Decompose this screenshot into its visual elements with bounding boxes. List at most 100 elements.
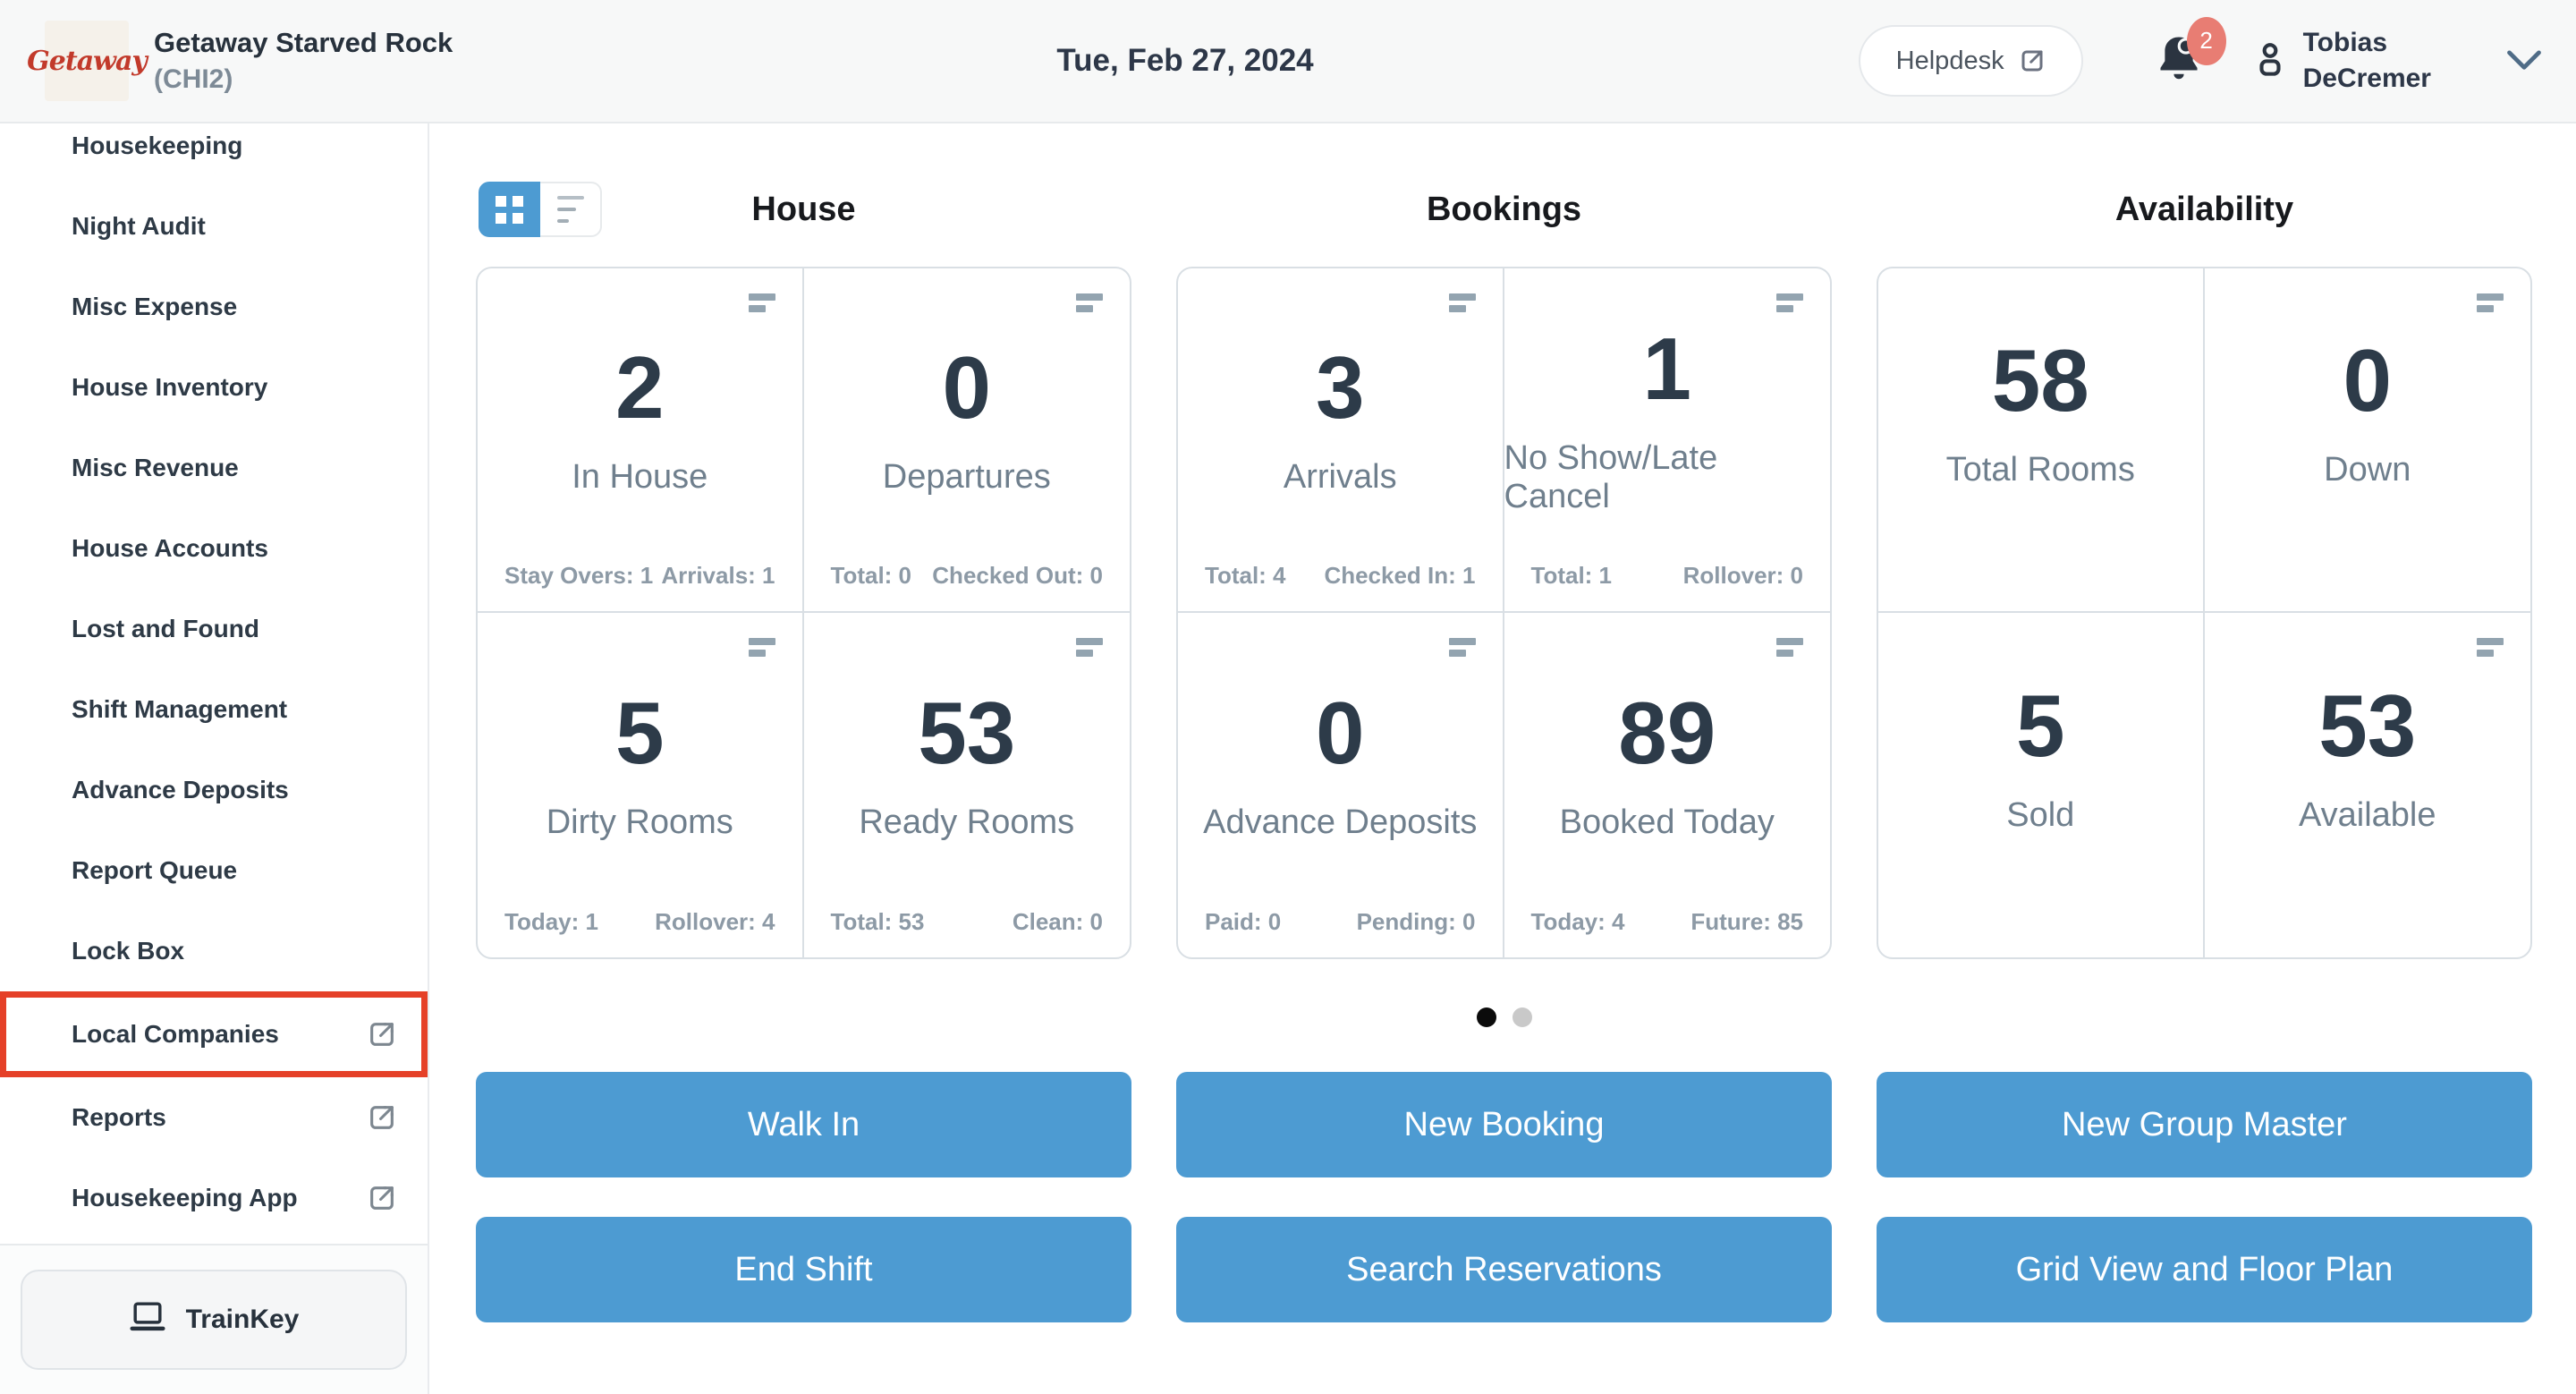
notification-count: 2	[2199, 27, 2213, 54]
card-menu-icon[interactable]	[748, 638, 775, 657]
chevron-down-icon[interactable]	[2504, 48, 2544, 73]
stat-footnote-right: Checked Out: 0	[932, 562, 1103, 589]
stat-value: 5	[614, 684, 665, 782]
stat-label: Available	[2298, 796, 2436, 834]
stat-label: Down	[2324, 451, 2411, 489]
card-menu-icon[interactable]	[1448, 293, 1476, 312]
stat-card-available: 53 Available	[2205, 613, 2531, 957]
carousel-pagination	[476, 1007, 2532, 1027]
card-menu-icon[interactable]	[748, 293, 775, 312]
trainkey-label: TrainKey	[185, 1305, 300, 1334]
property-title: Getaway Starved Rock (CHI2)	[154, 28, 453, 94]
grid-view-floor-plan-button[interactable]: Grid View and Floor Plan	[1877, 1217, 2532, 1322]
walk-in-button[interactable]: Walk In	[476, 1072, 1131, 1177]
external-link-icon	[367, 1019, 397, 1050]
end-shift-button[interactable]: End Shift	[476, 1217, 1131, 1322]
card-menu-icon[interactable]	[2477, 638, 2504, 657]
stat-footnote-right: Pending: 0	[1356, 908, 1476, 935]
stat-label: Ready Rooms	[859, 803, 1075, 841]
stat-value: 3	[1315, 338, 1365, 437]
stat-card-down: 0 Down	[2204, 268, 2530, 613]
column-title-house: House	[751, 190, 856, 228]
stat-value: 0	[1315, 684, 1365, 782]
stat-footnote-left: Stay Overs: 1	[504, 562, 654, 589]
stat-card-arrivals: 3 Arrivals Total: 4 Checked In: 1	[1178, 268, 1504, 613]
stat-footnote-left: Paid: 0	[1205, 908, 1282, 935]
view-toggle	[479, 182, 602, 237]
sidebar-item-local-companies[interactable]: Local Companies	[0, 991, 428, 1077]
sidebar-item-housekeeping[interactable]: Housekeeping	[0, 106, 428, 186]
sidebar-item-lost-and-found[interactable]: Lost and Found	[0, 589, 428, 669]
user-menu[interactable]: Tobias DeCremer	[2253, 25, 2431, 97]
stat-card-departures: 0 Departures Total: 0 Checked Out: 0	[803, 268, 1130, 613]
card-menu-icon[interactable]	[1076, 638, 1103, 657]
sidebar-item-label: Misc Revenue	[72, 454, 239, 481]
sidebar-item-house-inventory[interactable]: House Inventory	[0, 347, 428, 428]
sidebar-item-lock-box[interactable]: Lock Box	[0, 911, 428, 991]
stat-footnote-left: Today: 1	[504, 908, 598, 935]
property-code: (CHI2)	[154, 64, 233, 94]
stat-value: 0	[942, 338, 991, 437]
stat-footnote-right: Future: 85	[1690, 908, 1803, 935]
stat-value: 89	[1618, 684, 1716, 782]
pagination-dot[interactable]	[1512, 1007, 1532, 1027]
sidebar-item-advance-deposits[interactable]: Advance Deposits	[0, 750, 428, 830]
helpdesk-button[interactable]: Helpdesk	[1858, 25, 2083, 97]
list-view-button[interactable]	[540, 182, 602, 237]
stat-label: Advance Deposits	[1203, 803, 1478, 841]
stat-card-advance-deposits: 0 Advance Deposits Paid: 0 Pending: 0	[1178, 613, 1504, 957]
stat-footnote-right: Rollover: 0	[1682, 562, 1803, 589]
search-reservations-button[interactable]: Search Reservations	[1176, 1217, 1832, 1322]
stat-value: 58	[1991, 331, 2089, 429]
stat-value: 2	[614, 338, 665, 437]
sidebar-item-label: House Inventory	[72, 373, 268, 401]
laptop-icon	[129, 1299, 166, 1340]
sidebar-item-housekeeping-app[interactable]: Housekeeping App	[0, 1158, 428, 1238]
availability-card-group: 58 Total Rooms 0 Down 5 Sold 53 Availabl…	[1877, 267, 2532, 959]
stat-label: Sold	[2006, 796, 2075, 834]
getaway-logo: Getaway	[27, 21, 148, 101]
sidebar-item-house-accounts[interactable]: House Accounts	[0, 508, 428, 589]
card-menu-icon[interactable]	[1776, 638, 1803, 657]
sidebar-item-label: Misc Expense	[72, 293, 238, 320]
list-icon	[556, 196, 584, 223]
sidebar-item-shift-management[interactable]: Shift Management	[0, 669, 428, 750]
stat-footnote-left: Today: 4	[1530, 908, 1625, 935]
card-menu-icon[interactable]	[2477, 293, 2504, 312]
stat-card-dirty-rooms: 5 Dirty Rooms Today: 1 Rollover: 4	[478, 613, 804, 957]
card-menu-icon[interactable]	[1076, 293, 1103, 312]
stat-footnotes: Stay Overs: 1 Arrivals: 1	[504, 562, 775, 590]
user-last-name: DeCremer	[2302, 64, 2431, 93]
helpdesk-label: Helpdesk	[1895, 46, 2004, 75]
sidebar-item-misc-revenue[interactable]: Misc Revenue	[0, 428, 428, 508]
sidebar-item-label: Advance Deposits	[72, 776, 289, 803]
new-booking-button[interactable]: New Booking	[1176, 1072, 1832, 1177]
sidebar-item-misc-expense[interactable]: Misc Expense	[0, 267, 428, 347]
brand: Getaway Getaway Starved Rock (CHI2)	[27, 21, 453, 101]
stat-label: No Show/Late Cancel	[1504, 438, 1718, 515]
stat-footnotes: Today: 4 Future: 85	[1531, 908, 1804, 936]
user-first-name: Tobias	[2302, 28, 2388, 57]
notifications-button[interactable]: 2	[2155, 16, 2226, 89]
stat-footnotes: Paid: 0 Pending: 0	[1205, 908, 1476, 936]
header-actions: Helpdesk 2	[1858, 16, 2544, 97]
trainkey-button[interactable]: TrainKey	[21, 1270, 407, 1370]
card-menu-icon[interactable]	[1448, 638, 1476, 657]
card-menu-icon[interactable]	[1776, 293, 1803, 312]
grid-view-button[interactable]	[479, 182, 540, 237]
stat-label: Dirty Rooms	[546, 803, 733, 841]
new-group-master-button[interactable]: New Group Master	[1877, 1072, 2532, 1177]
external-link-icon	[367, 1102, 397, 1133]
quick-actions: Walk In New Booking New Group Master End…	[476, 1072, 2532, 1322]
grid-icon	[496, 195, 523, 224]
user-name: Tobias DeCremer	[2303, 25, 2431, 97]
sidebar-item-label: Lock Box	[72, 937, 185, 965]
pagination-dot-active[interactable]	[1476, 1007, 1496, 1027]
stat-label: Total Rooms	[1945, 451, 2135, 489]
sidebar-item-reports[interactable]: Reports	[0, 1077, 428, 1158]
app-header: Getaway Getaway Starved Rock (CHI2) Tue,…	[0, 0, 2576, 123]
sidebar-item-report-queue[interactable]: Report Queue	[0, 830, 428, 911]
sidebar-item-night-audit[interactable]: Night Audit	[0, 186, 428, 267]
stat-footnotes: Total: 1 Rollover: 0	[1531, 562, 1804, 590]
stat-label: Arrivals	[1283, 458, 1397, 496]
